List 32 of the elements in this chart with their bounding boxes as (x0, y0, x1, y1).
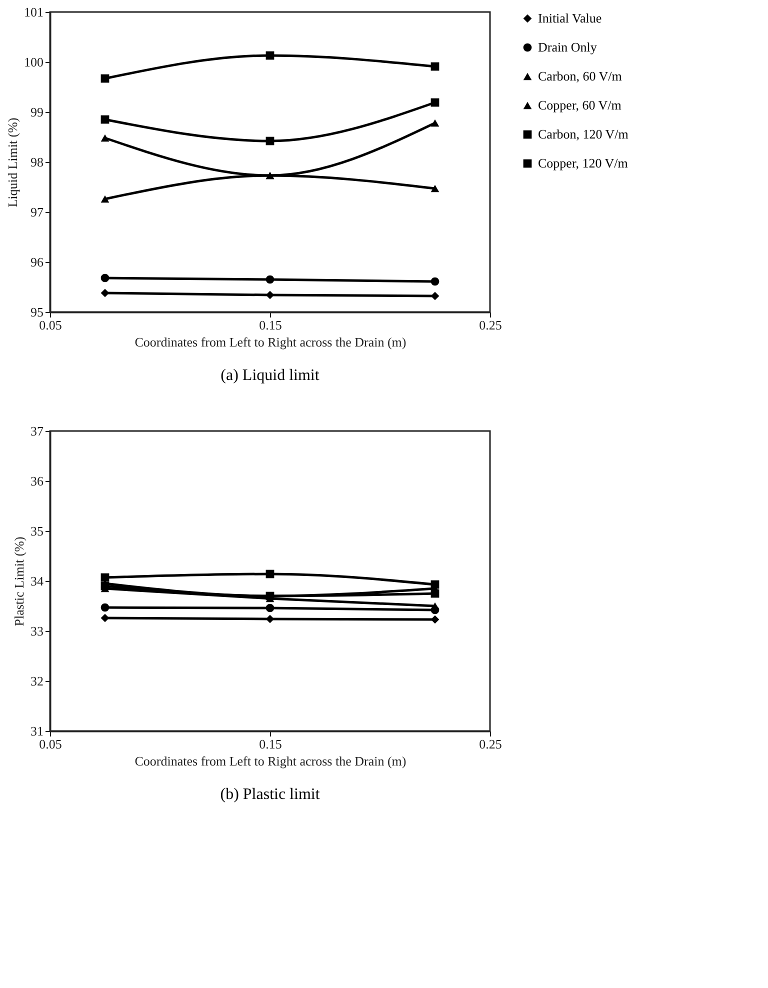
legend-label: Copper, 120 V/m (538, 156, 628, 170)
y-tick-label: 98 (30, 154, 44, 170)
y-tick-label: 36 (30, 474, 44, 488)
y-axis-title: Plastic Limit (%) (12, 536, 26, 626)
y-tick-label: 101 (24, 4, 44, 20)
y-tick-label: 35 (30, 524, 44, 538)
x-tick-label: 0.05 (39, 736, 62, 752)
text: (b) Plastic limit (220, 786, 320, 803)
x-axis-title: Coordinates from Left to Right across the Drain (m) (134, 754, 406, 768)
legend-label: Initial Value (538, 10, 602, 26)
x-tick-label: 0.15 (259, 318, 282, 332)
y-tick-label: 99 (30, 104, 44, 120)
y-tick-label: 34 (30, 574, 44, 588)
legend-label: Drain Only (538, 40, 598, 54)
y-tick-label: 33 (30, 624, 44, 638)
y-tick-label: 37 (30, 424, 44, 438)
text: (a) Liquid limit (220, 367, 320, 384)
legend-label: Carbon, 60 V/m (538, 68, 622, 84)
x-axis-title: Coordinates from Left to Right across the Drain (m) (134, 334, 406, 350)
y-tick-label: 100 (24, 54, 44, 70)
x-tick-label: 0.25 (479, 736, 502, 752)
legend-label: Carbon, 120 V/m (538, 126, 628, 142)
y-axis-title: Liquid Limit (%) (5, 118, 20, 208)
y-tick-label: 97 (30, 204, 44, 220)
x-tick-label: 0.25 (479, 318, 502, 332)
y-tick-label: 95 (30, 304, 44, 320)
y-tick-label: 32 (30, 674, 44, 688)
y-tick-label: 31 (30, 724, 44, 738)
x-tick-label: 0.05 (39, 318, 62, 332)
x-tick-label: 0.15 (259, 736, 282, 752)
y-tick-label: 96 (30, 254, 44, 270)
legend-label: Copper, 60 V/m (538, 98, 622, 112)
